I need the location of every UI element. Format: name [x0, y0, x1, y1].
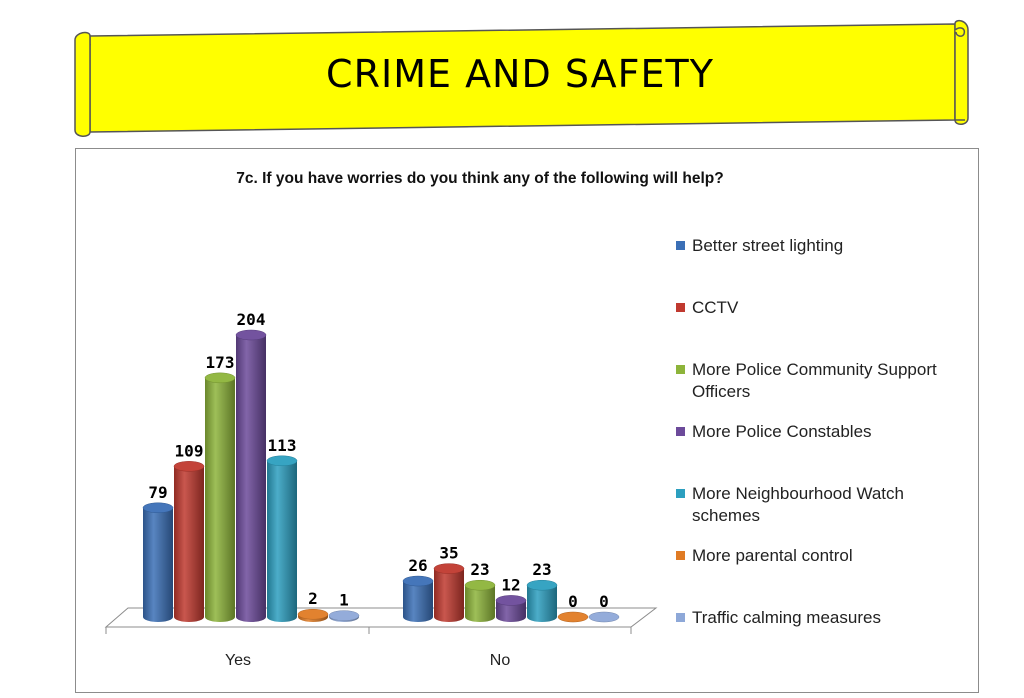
legend-swatch [676, 613, 685, 622]
legend-swatch [676, 427, 685, 436]
data-label: 12 [501, 575, 520, 594]
data-label: 109 [175, 441, 204, 460]
legend-label: More Police Community Support Officers [692, 360, 937, 401]
data-label: 26 [408, 556, 427, 575]
bar-yes-3 [235, 329, 267, 622]
legend-swatch [676, 551, 685, 560]
legend-label: More parental control [692, 546, 853, 565]
bar-no-0 [402, 575, 434, 622]
data-label: 23 [532, 560, 551, 579]
bar-yes-0 [142, 502, 174, 622]
data-label: 2 [308, 589, 318, 608]
legend-label: More Neighbourhood Watch schemes [692, 484, 904, 525]
category-labels-layer: Yes No [225, 652, 510, 669]
legend-swatch [676, 489, 685, 498]
banner-scroll [74, 19, 969, 137]
legend-label: CCTV [692, 298, 739, 317]
chart-plot: 79 109 173 204 113 2 1 26 35 23 12 23 0 0 Yes No [104, 310, 658, 669]
bar-no-5 [557, 611, 589, 623]
legend-swatch [676, 365, 685, 374]
data-label: 0 [568, 592, 578, 611]
data-labels-layer: 79 109 173 204 113 2 1 26 35 23 12 23 0 0 [148, 310, 608, 611]
data-label: 23 [470, 560, 489, 579]
legend-label: More Police Constables [692, 422, 872, 441]
page-title: CRIME AND SAFETY [326, 52, 714, 96]
data-label: 0 [599, 592, 609, 611]
chart-panel: 7c. If you have worries do you think any… [75, 148, 979, 693]
bar-no-6 [588, 611, 620, 623]
data-label: 79 [148, 483, 167, 502]
bars-layer [142, 329, 620, 623]
legend-swatch [676, 303, 685, 312]
bar-no-3 [495, 595, 527, 622]
category-label-yes: Yes [225, 652, 251, 669]
bar-yes-6 [328, 610, 360, 622]
data-label: 113 [268, 436, 297, 455]
bar-yes-1 [173, 461, 205, 622]
data-label: 204 [237, 310, 266, 329]
bar-yes-2 [204, 372, 236, 622]
data-label: 35 [439, 544, 458, 563]
legend-label: Traffic calming measures [692, 608, 881, 627]
data-label: 173 [206, 353, 235, 372]
data-label: 1 [339, 591, 349, 610]
chart-title: 7c. If you have worries do you think any… [236, 170, 724, 187]
legend-swatch [676, 241, 685, 250]
bar-yes-5 [297, 608, 329, 622]
bar-no-2 [464, 579, 496, 622]
category-label-no: No [490, 652, 511, 669]
bar-no-1 [433, 563, 465, 622]
bar-yes-4 [266, 455, 298, 622]
legend-label: Better street lighting [692, 236, 844, 255]
bar-no-4 [526, 579, 558, 622]
